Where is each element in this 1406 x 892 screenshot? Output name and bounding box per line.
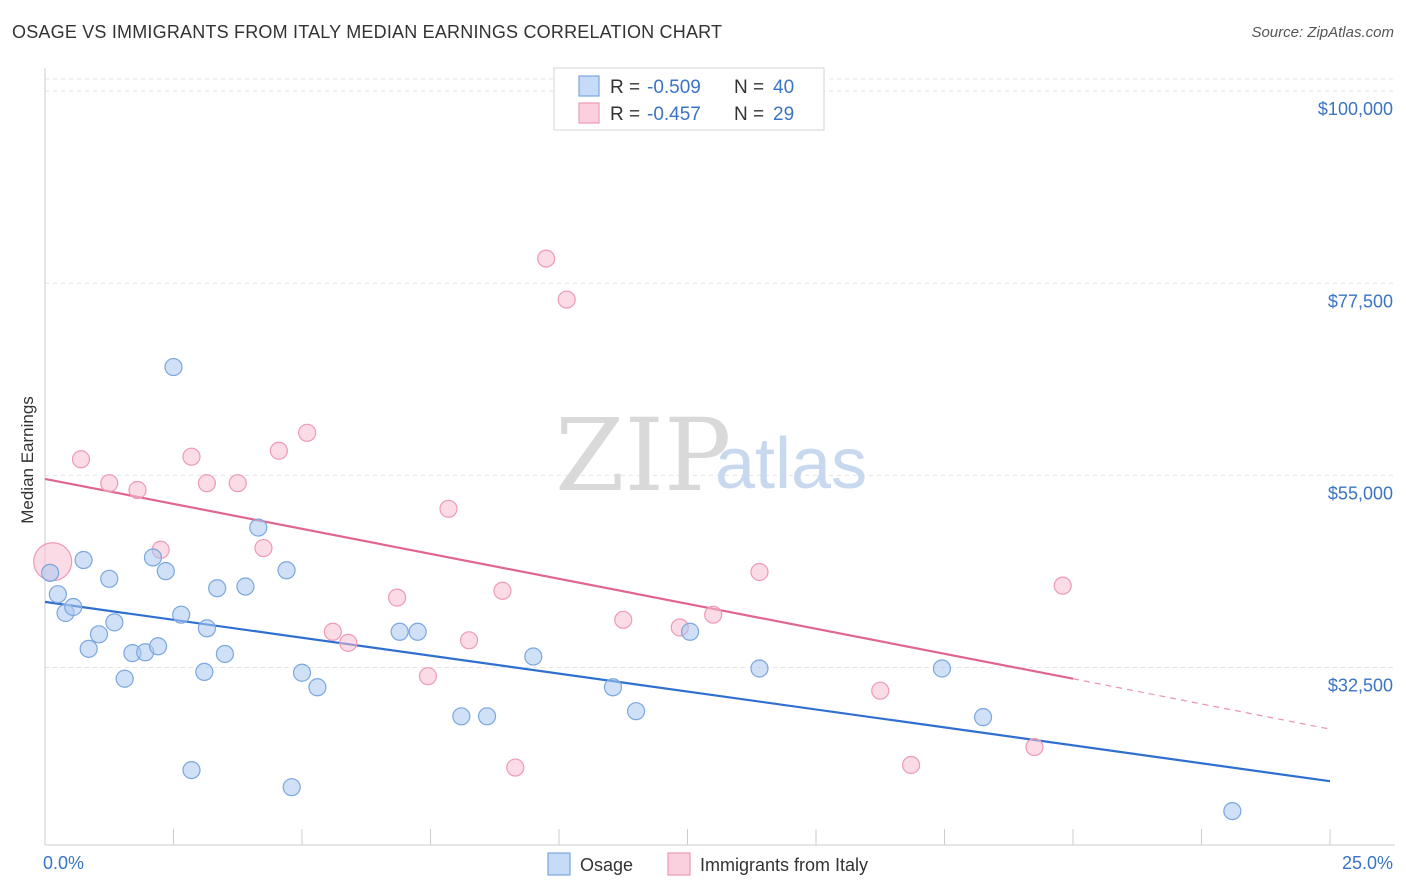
data-point-osage (48, 585, 67, 604)
legend-n-label-osage: N = (734, 77, 764, 98)
legend-r-label-italy: R = (610, 104, 640, 125)
data-point-italy (339, 633, 358, 652)
data-point-italy (269, 441, 288, 460)
legend-r-value-osage: -0.509 (647, 77, 701, 98)
legend-n-label-italy: N = (734, 104, 764, 125)
data-point-osage (452, 707, 471, 726)
correlation-legend: R = -0.509 N = 40 R = -0.457 N = 29 (553, 67, 825, 131)
chart-title: OSAGE VS IMMIGRANTS FROM ITALY MEDIAN EA… (12, 22, 723, 42)
data-point-osage (197, 619, 217, 638)
axes (44, 68, 1395, 846)
data-point-italy (506, 758, 525, 777)
y-tick-label-2: $77,500 (1328, 291, 1393, 311)
data-point-italy (439, 499, 458, 518)
y-tick-label-0: $32,500 (1328, 676, 1393, 696)
trend-line-osage (44, 600, 1331, 783)
bottom-legend-swatch-italy (667, 852, 691, 876)
data-point-osage (277, 561, 296, 580)
data-point-osage (292, 663, 312, 682)
data-point-osage (236, 577, 255, 596)
data-point-osage (390, 622, 409, 641)
chart-source: Source: ZipAtlas.com (1251, 24, 1394, 41)
data-point-osage (148, 637, 168, 656)
series-legend: Osage Immigrants from Italy (547, 852, 868, 876)
data-point-osage (603, 678, 623, 697)
data-point-osage (195, 662, 214, 681)
data-point-osage (215, 644, 234, 664)
x-tick-label-0: 0.0% (43, 853, 84, 873)
trend-line-italy-extension (1072, 678, 1331, 730)
data-point-italy (871, 681, 890, 700)
data-point-osage (79, 639, 98, 658)
data-point-osage (626, 702, 646, 721)
data-point-osage (932, 659, 952, 678)
data-point-osage (89, 625, 109, 644)
data-point-italy (100, 474, 119, 493)
legend-n-value-osage: 40 (773, 77, 794, 98)
data-point-italy (901, 755, 921, 775)
bottom-legend-label-italy: Immigrants from Italy (700, 855, 868, 875)
data-point-italy (750, 562, 769, 582)
data-point-italy (71, 450, 91, 469)
data-point-osage (249, 518, 268, 537)
data-point-osage (115, 669, 134, 688)
data-point-osage (208, 579, 227, 598)
data-point-italy (197, 474, 217, 493)
legend-n-value-italy: 29 (773, 104, 794, 125)
legend-swatch-osage (578, 75, 600, 97)
trend-line-italy (44, 477, 1074, 680)
data-point-osage (1223, 801, 1242, 821)
data-point-italy (459, 631, 479, 650)
y-tick-label-1: $55,000 (1328, 483, 1393, 503)
data-point-italy (323, 622, 342, 641)
data-point-osage (100, 569, 119, 588)
trend-lines (44, 477, 1331, 783)
data-point-osage (74, 550, 93, 570)
data-points (33, 249, 1242, 821)
data-point-italy (182, 447, 201, 466)
data-point-osage (156, 562, 175, 581)
data-point-italy (387, 588, 407, 607)
watermark-atlas: atlas (715, 424, 867, 504)
bottom-legend-label-osage: Osage (580, 855, 633, 875)
data-point-italy (557, 290, 576, 309)
legend-swatch-italy (578, 102, 600, 124)
data-point-osage (105, 613, 124, 632)
axis-ticks: $32,500 $55,000 $77,500 $100,000 0.0% 25.0% (43, 99, 1393, 873)
data-point-osage (41, 563, 60, 582)
data-point-osage (524, 647, 543, 666)
data-point-italy (418, 667, 438, 686)
data-point-osage (282, 778, 301, 797)
data-point-osage (973, 708, 993, 727)
data-point-italy (298, 423, 317, 442)
x-tick-label-1: 25.0% (1342, 853, 1393, 873)
data-point-italy (537, 249, 556, 268)
data-point-osage (164, 357, 183, 377)
data-point-osage (408, 622, 427, 641)
data-point-osage (680, 622, 700, 641)
data-point-osage (143, 548, 163, 567)
legend-r-label-osage: R = (610, 77, 640, 98)
data-point-italy (1053, 576, 1072, 595)
data-point-osage (750, 659, 769, 678)
legend-r-value-italy: -0.457 (647, 104, 701, 125)
data-point-italy (1025, 737, 1044, 757)
data-point-italy (704, 605, 723, 624)
y-tick-label-3: $100,000 (1318, 99, 1393, 119)
data-point-osage (308, 678, 327, 697)
watermark: ZIP atlas (555, 397, 867, 514)
data-point-osage (172, 605, 191, 624)
data-point-italy (128, 480, 147, 500)
bottom-legend-swatch-osage (547, 852, 571, 876)
data-point-osage (64, 597, 83, 617)
data-point-italy (254, 538, 273, 558)
data-point-osage (477, 707, 497, 726)
data-point-italy (614, 610, 633, 629)
y-axis-label: Median Earnings (18, 396, 37, 524)
watermark-zip: ZIP (555, 397, 731, 514)
data-point-osage (182, 761, 201, 780)
data-point-italy (228, 474, 247, 493)
data-point-italy (493, 581, 512, 600)
